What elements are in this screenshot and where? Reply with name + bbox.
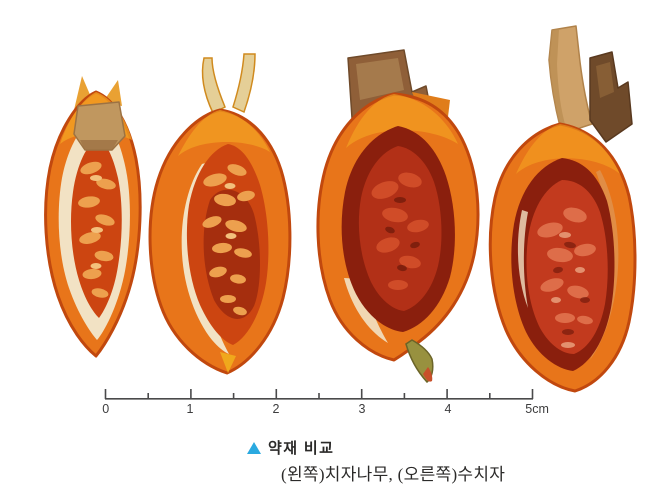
ruler-label-4: 4 (444, 402, 452, 416)
fruit-bottom-tip (220, 352, 236, 373)
fruit-calyx-shadow (80, 140, 118, 150)
ruler-ticks (104, 389, 534, 400)
fruit-stalk-shade (549, 29, 567, 134)
fruit-seed-pale-streaks (551, 232, 585, 348)
specimen-photo (44, 25, 637, 393)
ruler-labels: 0 1 2 3 4 5cm (102, 402, 549, 418)
fruit-horn-icon (232, 53, 256, 114)
fruit-seed-mass (526, 180, 608, 354)
ruler-label-3: 3 (358, 402, 366, 416)
fruit-gardenia-left-2 (148, 53, 292, 375)
scale-ruler: 0 1 2 3 4 5cm (102, 388, 549, 418)
caption-subtitle: (왼쪽)치자나무, (오른쪽)수치자 (281, 465, 506, 484)
fruit-stem-tip (423, 367, 433, 382)
fruit-seed-shadows (553, 241, 590, 335)
fruit-gardenia-left-1 (44, 76, 142, 358)
fruit-seed-highlights (371, 172, 429, 290)
fruit-seeds (78, 161, 116, 298)
ruler-label-0: 0 (102, 402, 110, 416)
fruit-rind-glow (346, 94, 458, 148)
ruler-label-5cm: 5cm (525, 402, 549, 416)
fruit-horn-icon (201, 57, 226, 115)
fruit-calyx-remnant (589, 51, 633, 143)
fruit-seeds (202, 164, 255, 316)
fruit-inner-membrane (344, 278, 388, 343)
fruit-calyx-texture (356, 58, 404, 100)
fruit-inner-membrane (517, 210, 528, 308)
fruit-rind-glow (516, 124, 620, 174)
triangle-up-icon (247, 441, 261, 454)
caption-title-row: 약재 비교 (247, 437, 334, 458)
ruler-label-1: 1 (186, 402, 194, 416)
fruit-rind-glow (178, 110, 270, 156)
fruit-suchija-right-1 (316, 49, 480, 384)
fruit-inner-wall (590, 170, 619, 360)
fruit-seed-highlights (537, 207, 596, 325)
fruit-calyx-texture (596, 62, 614, 98)
caption-title: 약재 비교 (268, 441, 335, 457)
ruler-label-2: 2 (272, 402, 280, 416)
fruit-seed-shadows (385, 197, 420, 272)
fruit-suchija-right-2 (488, 25, 637, 393)
